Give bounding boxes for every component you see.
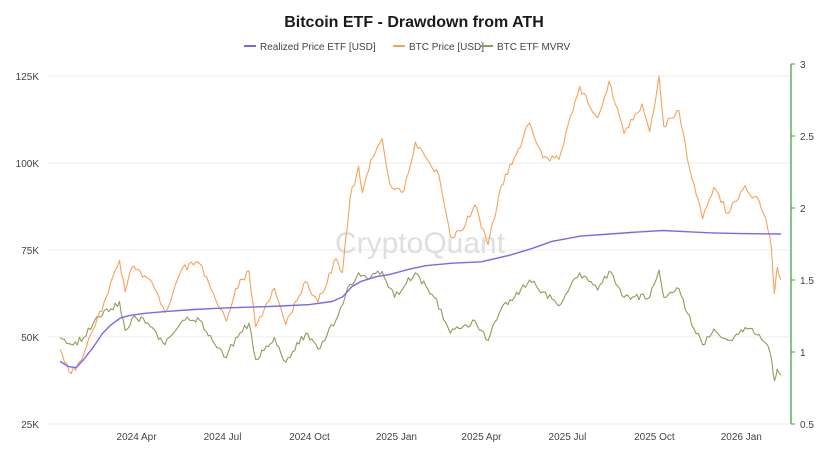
legend-label: Realized Price ETF [USD]: [260, 42, 376, 53]
series-line-btc-price: [59, 75, 782, 375]
x-tick-label: 2025 Apr: [461, 432, 502, 443]
y-right-tick-label: 1.5: [800, 276, 814, 287]
x-tick-label: 2024 Oct: [289, 432, 330, 443]
legend-label: BTC ETF MVRV: [497, 42, 570, 53]
legend-item[interactable]: BTC Price [USD]: [393, 42, 484, 53]
y-right-tick-label: 0.5: [800, 420, 814, 431]
y-right-tick-label: 1: [800, 348, 806, 359]
legend-item[interactable]: BTC ETF MVRV: [481, 42, 570, 53]
gridlines: [47, 75, 790, 425]
chart-legend: Realized Price ETF [USD] BTC Price [USD] B…: [244, 42, 570, 53]
y-left-tick-label: 25K: [21, 420, 39, 431]
x-tick-label: 2025 Jul: [549, 432, 587, 443]
y-left-tick-label: 125K: [16, 72, 40, 83]
y-left-tick-label: 100K: [16, 159, 40, 170]
watermark: CryptoQuant: [335, 227, 506, 260]
series-line-realized-price-etf: [59, 229, 782, 369]
y-left-tick-label: 75K: [21, 246, 39, 257]
right-axis: 0.5 1 1.5 2 2.5 3: [791, 60, 814, 431]
series-layer: [59, 75, 782, 382]
chart-title: Bitcoin ETF - Drawdown from ATH: [284, 14, 544, 31]
y-left-tick-label: 50K: [21, 333, 39, 344]
left-axis: 25K 50K 75K 100K 125K: [16, 72, 40, 431]
x-axis: 2024 Apr 2024 Jul 2024 Oct 2025 Jan 2025 Apr…: [117, 432, 762, 443]
x-tick-label: 2026 Jan: [721, 432, 762, 443]
series-line-btc-etf-mvrv: [59, 269, 782, 382]
x-tick-label: 2024 Jul: [204, 432, 242, 443]
x-tick-label: 2024 Apr: [117, 432, 158, 443]
legend-item[interactable]: Realized Price ETF [USD]: [244, 42, 376, 53]
y-right-tick-label: 2.5: [800, 132, 814, 143]
x-tick-label: 2025 Oct: [634, 432, 675, 443]
y-right-tick-label: 2: [800, 204, 806, 215]
x-tick-label: 2025 Jan: [376, 432, 417, 443]
y-right-tick-label: 3: [800, 60, 806, 71]
legend-label: BTC Price [USD]: [409, 42, 484, 53]
